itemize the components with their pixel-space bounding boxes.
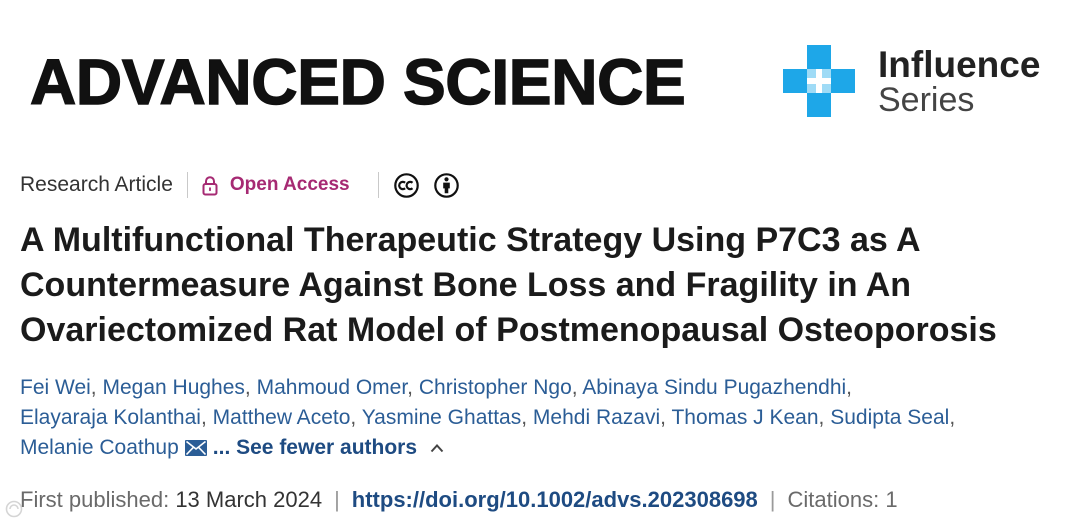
author-separator: , [571,376,578,399]
doi-link[interactable]: https://doi.org/10.1002/advs.202308698 [351,487,758,512]
author-separator: , [90,376,97,399]
cross-logo-icon [783,45,855,117]
published-label: First published: [20,487,170,512]
author-line: Fei Wei, Megan Hughes, Mahmoud Omer, Chr… [20,373,955,403]
citations-count-link[interactable]: 1 [885,487,898,512]
watermark-icon [5,500,23,518]
author-separator: , [244,376,251,399]
envelope-icon[interactable] [184,440,207,456]
publication-info: First published: 13 March 2024 | https://d… [20,485,898,515]
article-type: Research Article [20,173,173,196]
author-link[interactable]: Mehdi Razavi [532,406,661,429]
citations-label: Citations: [787,487,880,512]
author-separator: , [949,406,956,429]
author-separator: , [200,406,207,429]
article-meta-row: Research Article Open Access [20,170,459,200]
author-line: Melanie Coathup ... See fewer authors [20,433,955,463]
author-link[interactable]: Elayaraja Kolanthai [20,406,201,429]
author-link[interactable]: Christopher Ngo [418,376,572,399]
author-list: Fei Wei, Megan Hughes, Mahmoud Omer, Chr… [20,373,955,463]
author-link[interactable]: Thomas J Kean [671,406,819,429]
influence-series-badge[interactable]: Influence Series [783,45,1043,117]
author-separator: , [521,406,528,429]
author-link[interactable]: Matthew Aceto [212,406,351,429]
author-separator: , [407,376,414,399]
author-separator: , [350,406,357,429]
author-separator: , [660,406,666,429]
creative-commons-icon[interactable] [393,172,419,198]
open-access-label: Open Access [229,174,350,195]
author-link[interactable]: Yasmine Ghattas [361,406,522,429]
see-fewer-authors-button[interactable]: ... See fewer authors [212,436,418,459]
chevron-up-icon[interactable] [430,443,444,453]
author-line: Elayaraja Kolanthai, Matthew Aceto, Yasm… [20,403,955,433]
author-link[interactable]: Mahmoud Omer [256,376,408,399]
attribution-icon[interactable] [433,172,459,198]
author-link[interactable]: Megan Hughes [102,376,245,399]
journal-logo[interactable]: ADVANCED SCIENCE [29,46,686,118]
meta-divider [186,172,188,198]
series-subtitle: Series [878,81,975,119]
author-link[interactable]: Melanie Coathup [20,436,179,459]
meta-separator: | [769,487,776,512]
lock-icon [202,175,218,195]
meta-divider [377,172,379,198]
author-separator: , [818,406,825,429]
author-separator: , [846,376,853,399]
series-title: Influence [878,44,1041,85]
author-link[interactable]: Abinaya Sindu Pugazhendhi [582,376,847,399]
article-title: A Multifunctional Therapeutic Strategy U… [20,221,997,349]
author-link[interactable]: Fei Wei [20,376,91,399]
meta-separator: | [334,487,340,512]
author-link[interactable]: Sudipta Seal [830,406,950,429]
published-date: 13 March 2024 [175,487,323,512]
